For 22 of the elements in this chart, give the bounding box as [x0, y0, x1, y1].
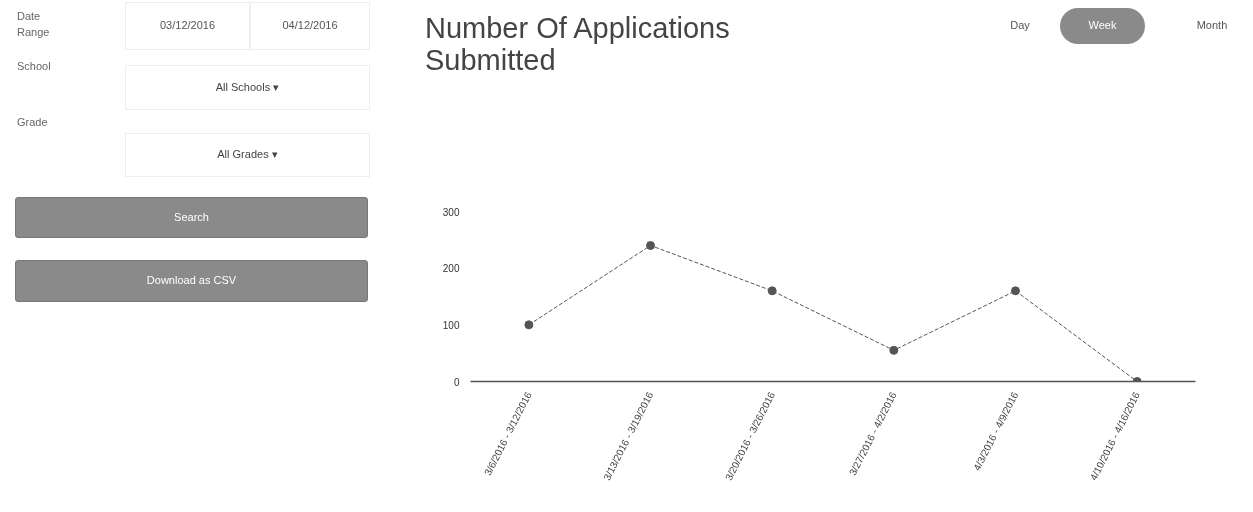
y-tick-label: 100	[442, 319, 460, 331]
text: 04/12/2016	[250, 2, 370, 50]
text: Date Range	[17, 9, 51, 40]
text: Week	[1060, 8, 1145, 44]
text: Month	[1195, 18, 1229, 34]
point	[646, 241, 656, 250]
text: School	[17, 59, 52, 75]
text: All Grades ▾	[125, 133, 370, 177]
text: Grade	[17, 115, 49, 131]
y-tick-label: 200	[442, 263, 460, 275]
text: Search	[15, 197, 368, 238]
text: Day	[1009, 18, 1031, 34]
chart-title: Number Of Applications Submitted	[425, 12, 730, 76]
point	[889, 345, 899, 355]
text: 03/12/2016	[125, 2, 250, 50]
point	[1010, 286, 1020, 296]
text: All Schools ▾	[125, 65, 370, 110]
text: Download as CSV	[15, 260, 368, 302]
y-tick-label: 300	[442, 206, 460, 218]
point	[767, 286, 777, 296]
point	[524, 320, 534, 330]
y-tick-label: 0	[453, 376, 460, 388]
